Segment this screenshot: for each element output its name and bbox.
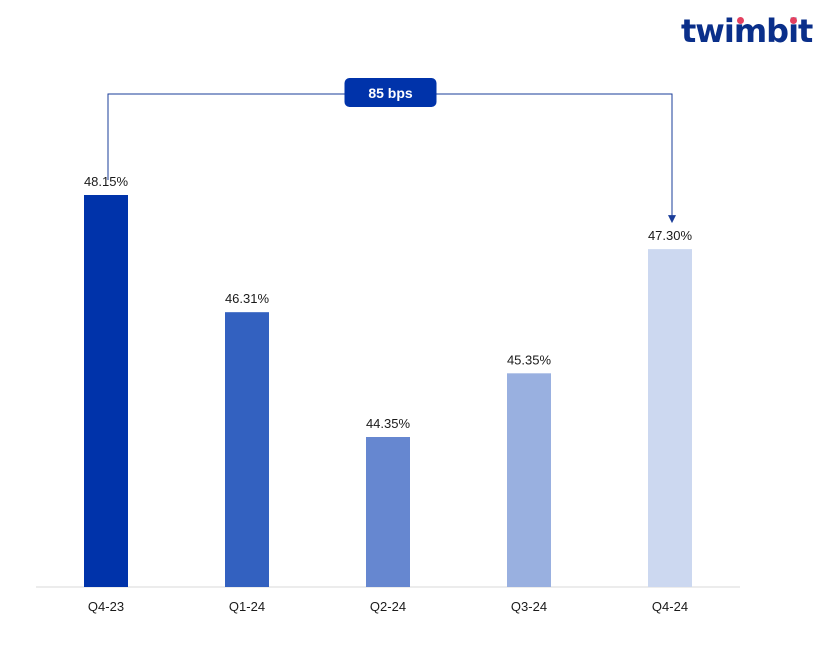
bar-q4-23 bbox=[84, 195, 128, 587]
bar-q4-24 bbox=[648, 249, 692, 587]
logo-dot-icon bbox=[737, 17, 744, 24]
x-tick-q2-24: Q2-24 bbox=[370, 599, 406, 614]
bar-q2-24 bbox=[366, 437, 410, 587]
bar-q1-24 bbox=[225, 312, 269, 587]
bps-badge-label: 85 bps bbox=[368, 85, 413, 101]
data-label-q3-24: 45.35% bbox=[507, 352, 552, 367]
x-tick-q4-23: Q4-23 bbox=[88, 599, 124, 614]
data-label-q2-24: 44.35% bbox=[366, 416, 411, 431]
twimbit-logo: twimbit bbox=[681, 12, 813, 50]
data-label-q4-23: 48.15% bbox=[84, 174, 129, 189]
bracket-arrowhead bbox=[668, 215, 676, 224]
logo-dot-icon bbox=[790, 17, 797, 24]
data-label-q4-24: 47.30% bbox=[648, 228, 693, 243]
bps-badge bbox=[344, 78, 437, 107]
data-label-q1-24: 46.31% bbox=[225, 291, 270, 306]
x-tick-q4-24: Q4-24 bbox=[652, 599, 688, 614]
bar-q3-24 bbox=[507, 373, 551, 587]
bps-bracket-line bbox=[107, 93, 673, 217]
x-tick-q3-24: Q3-24 bbox=[511, 599, 547, 614]
x-tick-q1-24: Q1-24 bbox=[229, 599, 265, 614]
